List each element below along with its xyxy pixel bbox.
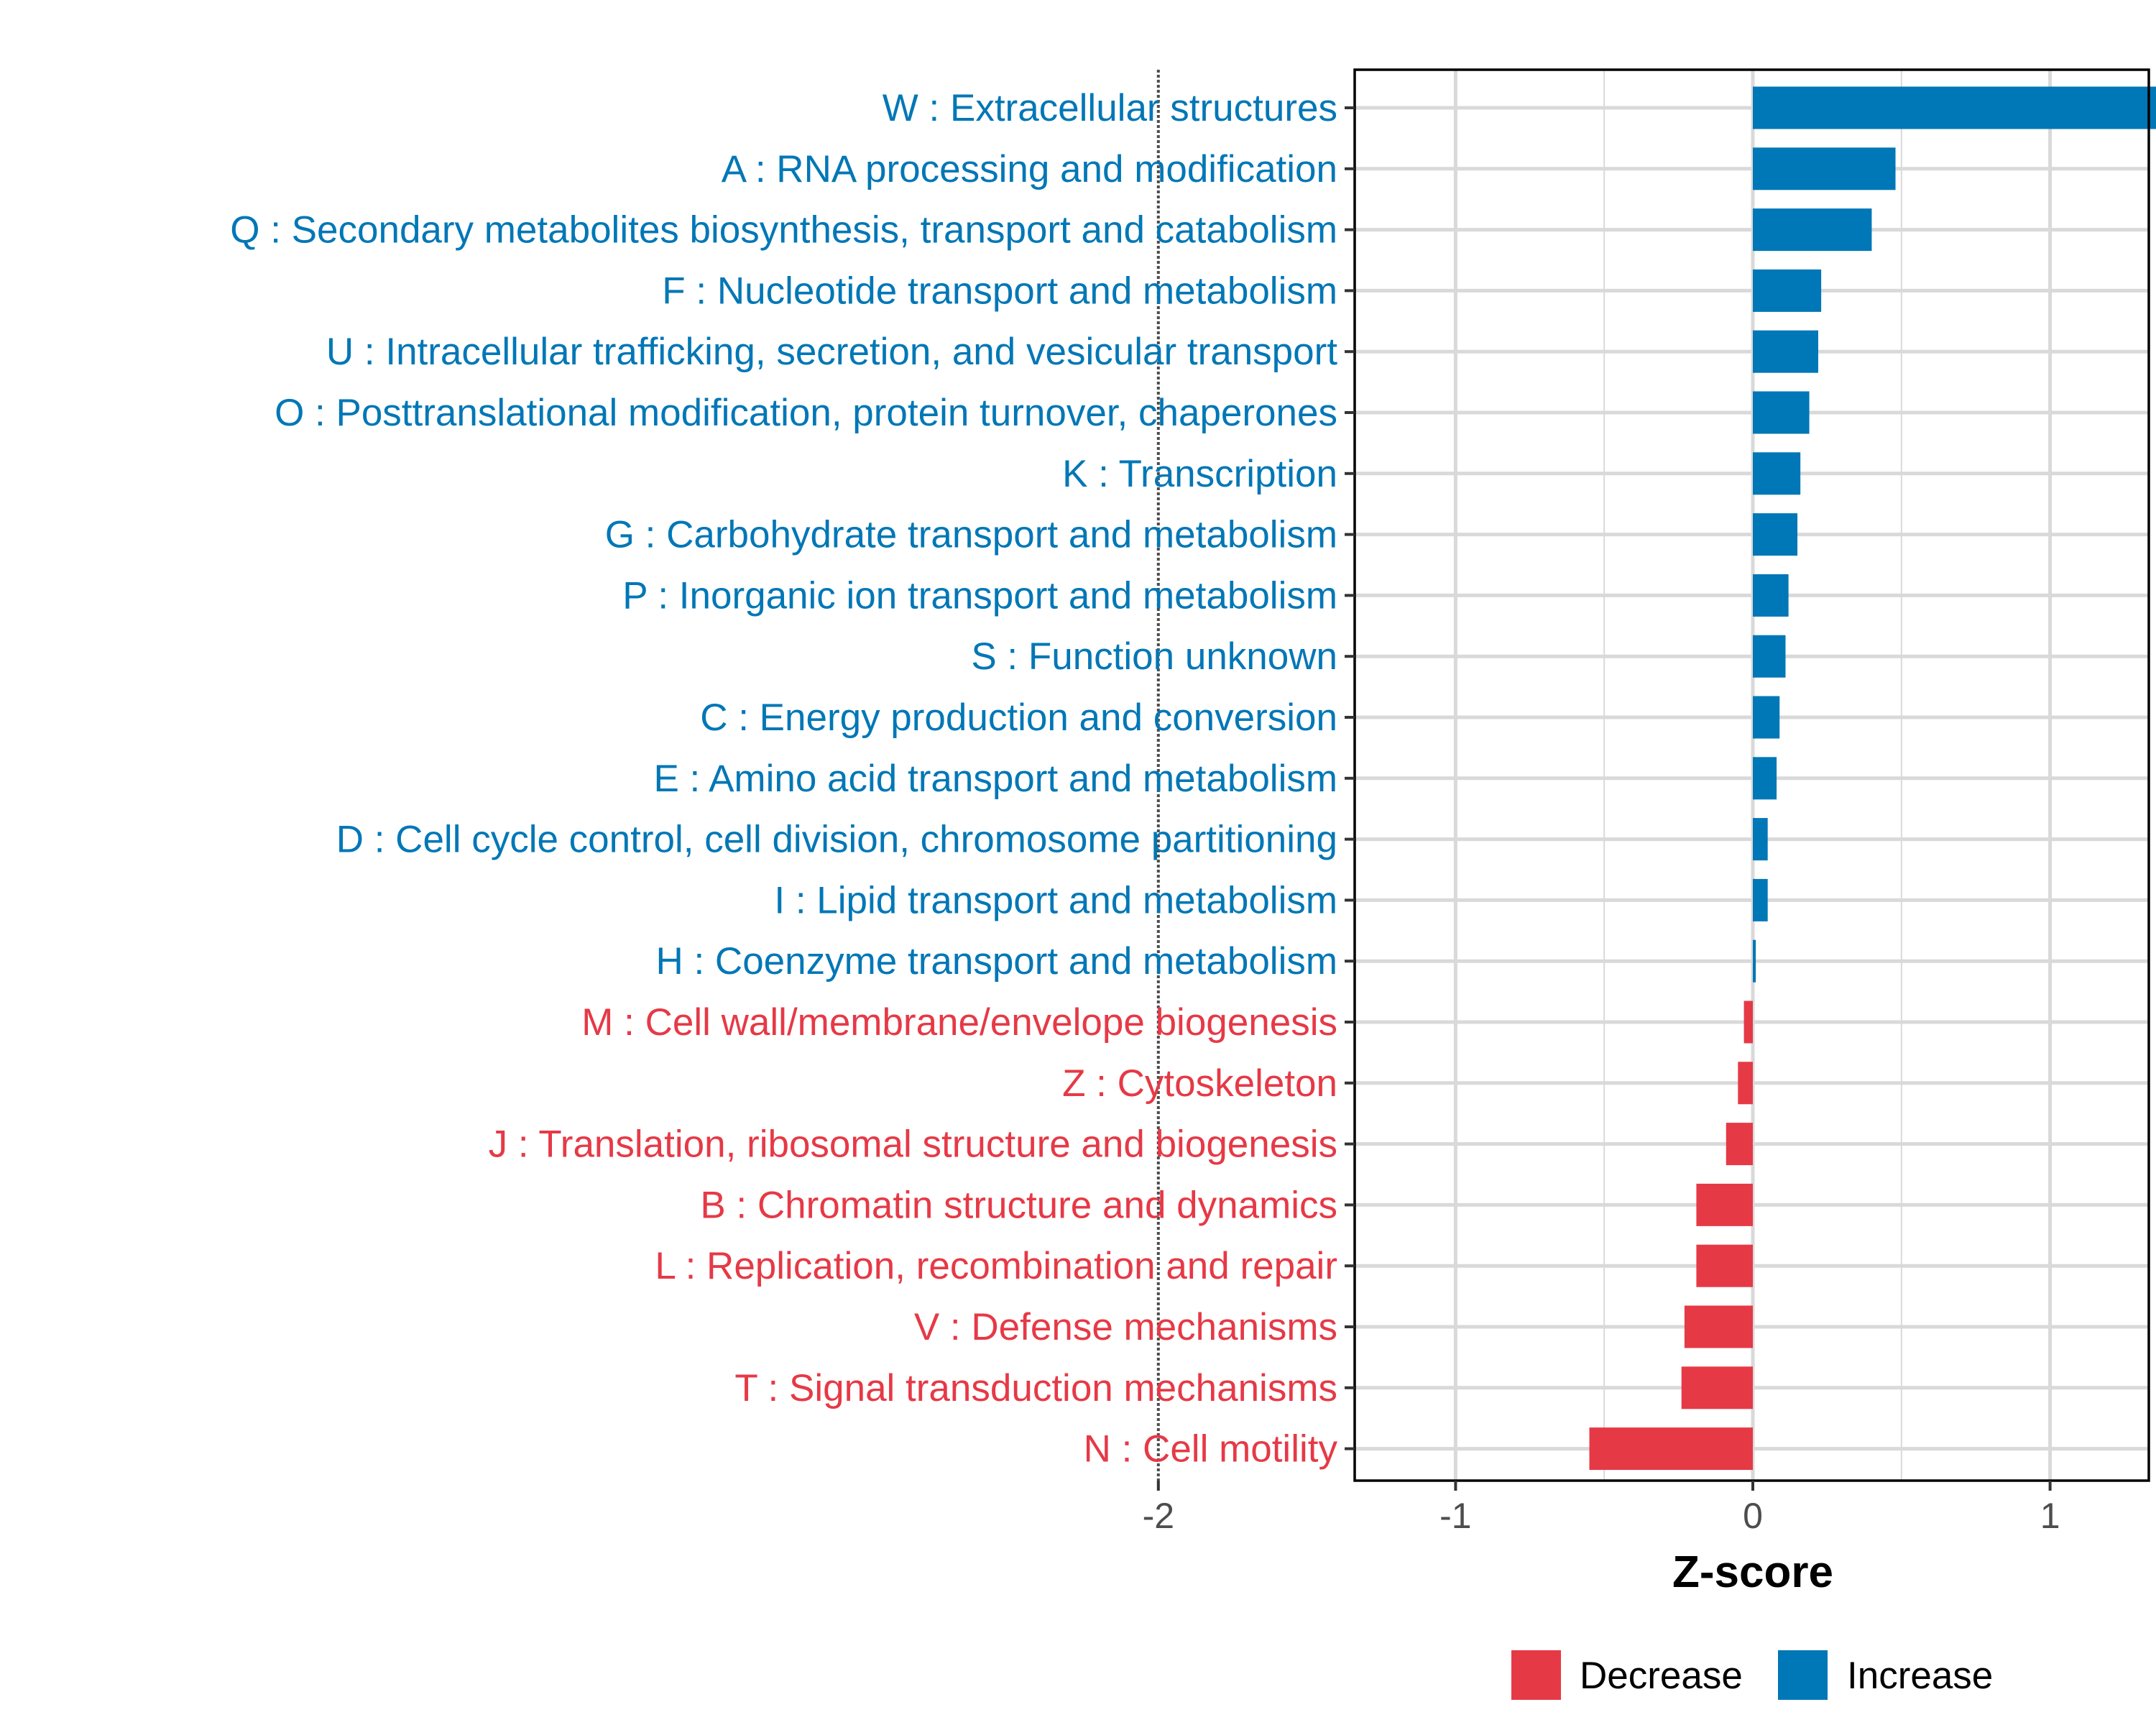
category-labels: W : Extracellular structures A : RNA proc… [230, 87, 1355, 1471]
bar [1753, 86, 2156, 129]
bar [1753, 452, 1801, 495]
x-tick-label: 0 [1743, 1496, 1763, 1536]
bar [1753, 269, 1822, 312]
category-label: H : Coenzyme transport and metabolism [655, 940, 1337, 983]
category-label: S : Function unknown [971, 635, 1337, 678]
bar [1681, 1366, 1753, 1409]
bar [1753, 635, 1786, 678]
category-label: G : Carbohydrate transport and metabolis… [605, 514, 1337, 556]
bar [1753, 391, 1810, 434]
bar [1753, 878, 1768, 921]
category-label: T : Signal transduction mechanisms [734, 1367, 1337, 1409]
bar [1743, 1000, 1753, 1044]
bar [1589, 1427, 1753, 1471]
bar [1696, 1244, 1753, 1287]
bar [1753, 208, 1872, 252]
category-label: A : RNA processing and modification [722, 148, 1337, 190]
legend-swatch [1511, 1650, 1561, 1700]
category-label: Z : Cytoskeleton [1062, 1062, 1337, 1105]
category-label: B : Chromatin structure and dynamics [700, 1184, 1337, 1226]
x-tick-label: -1 [1439, 1496, 1471, 1536]
category-label: F : Nucleotide transport and metabolism [662, 270, 1337, 312]
category-label: W : Extracellular structures [883, 87, 1337, 129]
bar [1696, 1183, 1753, 1226]
category-label: O : Posttranslational modification, prot… [275, 392, 1337, 434]
category-label: U : Intracellular trafficking, secretion… [326, 331, 1337, 373]
bar [1753, 147, 1896, 190]
category-label: M : Cell wall/membrane/envelope biogenes… [581, 1001, 1337, 1044]
category-label: Q : Secondary metabolites biosynthesis, … [230, 209, 1337, 252]
category-label: K : Transcription [1062, 453, 1337, 495]
legend-label: Increase [1847, 1655, 1993, 1697]
legend: Decrease Increase [1511, 1650, 1993, 1700]
bar [1726, 1123, 1753, 1166]
legend-label: Decrease [1580, 1655, 1743, 1697]
x-tick-label: -2 [1143, 1496, 1174, 1536]
bar [1753, 939, 1756, 983]
bar [1738, 1062, 1753, 1105]
bar [1753, 513, 1798, 556]
bar [1753, 574, 1789, 617]
category-label: N : Cell motility [1084, 1428, 1338, 1471]
bar [1753, 757, 1777, 800]
category-label: L : Replication, recombination and repai… [655, 1245, 1337, 1287]
x-axis-title: Z-score [1672, 1547, 1833, 1597]
category-label: J : Translation, ribosomal structure and… [489, 1123, 1337, 1166]
category-label: D : Cell cycle control, cell division, c… [336, 819, 1337, 861]
legend-swatch [1778, 1650, 1828, 1700]
category-label: E : Amino acid transport and metabolism [653, 758, 1337, 800]
x-axis: -2-1012 [1143, 1481, 2060, 1536]
category-label: V : Defense mechanisms [914, 1306, 1337, 1348]
category-label: P : Inorganic ion transport and metaboli… [622, 574, 1337, 617]
bar [1753, 696, 1780, 739]
bar [1753, 330, 1818, 373]
category-label: I : Lipid transport and metabolism [774, 879, 1337, 921]
category-label: C : Energy production and conversion [700, 696, 1337, 739]
bar [1684, 1305, 1753, 1348]
bar [1753, 818, 1768, 861]
x-tick-label: 1 [2040, 1496, 2060, 1536]
bars [1589, 86, 2156, 1471]
